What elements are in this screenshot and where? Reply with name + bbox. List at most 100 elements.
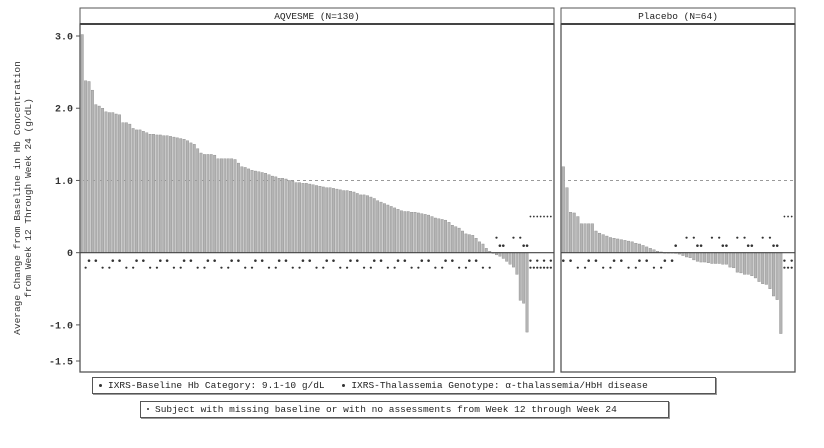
genotype-marker — [718, 236, 721, 239]
genotype-marker — [203, 266, 206, 269]
hb-category-marker — [118, 259, 121, 262]
bar — [728, 252, 732, 268]
bar — [366, 195, 369, 253]
bar — [576, 216, 580, 253]
dot-marker-icon — [99, 383, 102, 387]
genotype-marker — [84, 266, 87, 269]
missing-marker — [790, 215, 793, 218]
bar — [131, 128, 135, 253]
bar — [294, 182, 298, 253]
bar — [233, 159, 237, 253]
bar — [304, 183, 308, 253]
legend-item-missing: Subject with missing baseline or with no… — [147, 404, 617, 415]
bar — [321, 186, 325, 253]
bar — [764, 252, 768, 285]
genotype-marker — [710, 236, 714, 239]
bar — [128, 123, 132, 253]
bar — [165, 135, 169, 253]
bar — [561, 166, 565, 253]
bar — [481, 243, 485, 253]
hb-category-marker — [612, 259, 616, 262]
bar — [706, 252, 710, 263]
bar — [270, 175, 274, 253]
genotype-marker — [179, 266, 182, 269]
genotype-marker — [464, 266, 468, 269]
genotype-marker — [315, 266, 318, 269]
genotype-marker — [549, 266, 552, 269]
hb-category-marker — [569, 259, 572, 262]
bar — [298, 182, 301, 253]
genotype-marker — [685, 236, 688, 239]
bar — [355, 193, 359, 253]
genotype-marker — [172, 266, 176, 269]
bar — [203, 154, 206, 253]
bar — [721, 252, 725, 265]
y-tick-label: -1.0 — [49, 321, 73, 332]
bar — [338, 189, 342, 253]
hb-category-marker — [165, 259, 169, 262]
missing-marker — [543, 215, 545, 218]
missing-marker — [532, 215, 535, 218]
hb-category-marker — [403, 259, 407, 262]
bar — [505, 252, 509, 262]
genotype-marker — [441, 266, 444, 269]
legend-item-genotype: IXRS-Thalassemia Genotype: α-thalassemia… — [342, 380, 648, 391]
hb-category-marker — [783, 259, 786, 262]
missing-marker — [529, 215, 532, 218]
hb-category-marker — [372, 259, 376, 262]
bar — [281, 178, 284, 253]
bar — [714, 252, 718, 264]
bar — [598, 232, 602, 253]
bar — [284, 178, 288, 253]
bar — [111, 112, 115, 253]
genotype-marker — [339, 266, 342, 269]
genotype-marker — [108, 266, 111, 269]
bar — [209, 154, 213, 253]
bar — [761, 252, 765, 284]
bar — [223, 158, 227, 253]
bar — [440, 219, 444, 253]
hb-category-marker — [254, 259, 257, 262]
genotype-marker — [220, 266, 223, 269]
bar — [240, 166, 244, 253]
bar — [118, 114, 121, 253]
genotype-marker — [386, 266, 389, 269]
bar — [471, 235, 475, 253]
genotype-marker — [546, 266, 549, 269]
legend-row-2: Subject with missing baseline or with no… — [140, 401, 669, 418]
bar — [301, 183, 305, 253]
y-axis-label: Average Change from Baseline in Hb Conce… — [12, 61, 34, 335]
bar — [630, 241, 634, 253]
bar — [318, 186, 322, 253]
bar — [612, 238, 616, 253]
genotype-marker — [609, 266, 612, 269]
bar — [427, 214, 431, 253]
bar — [454, 226, 458, 253]
bar — [699, 252, 703, 263]
hb-category-marker — [427, 259, 430, 262]
bar — [335, 188, 339, 253]
genotype-marker — [512, 236, 515, 239]
genotype-marker — [434, 266, 437, 269]
bar — [206, 154, 210, 253]
hb-category-marker — [529, 259, 532, 262]
hb-category-marker — [444, 259, 447, 262]
bar — [396, 209, 400, 253]
bar — [406, 211, 410, 253]
bar — [97, 105, 101, 253]
genotype-marker — [542, 266, 546, 269]
bar — [623, 240, 627, 253]
hb-category-marker — [420, 259, 424, 262]
bar — [634, 243, 638, 253]
bar — [648, 248, 652, 253]
hb-category-marker — [87, 259, 91, 262]
bar — [80, 34, 84, 253]
hb-category-marker — [620, 259, 623, 262]
bar — [641, 245, 645, 253]
genotype-marker — [488, 266, 491, 269]
genotype-marker — [519, 236, 522, 239]
hb-category-marker — [451, 259, 454, 262]
bar — [376, 200, 380, 253]
y-tick-label: 2.0 — [55, 105, 73, 116]
hb-category-marker — [549, 259, 553, 262]
